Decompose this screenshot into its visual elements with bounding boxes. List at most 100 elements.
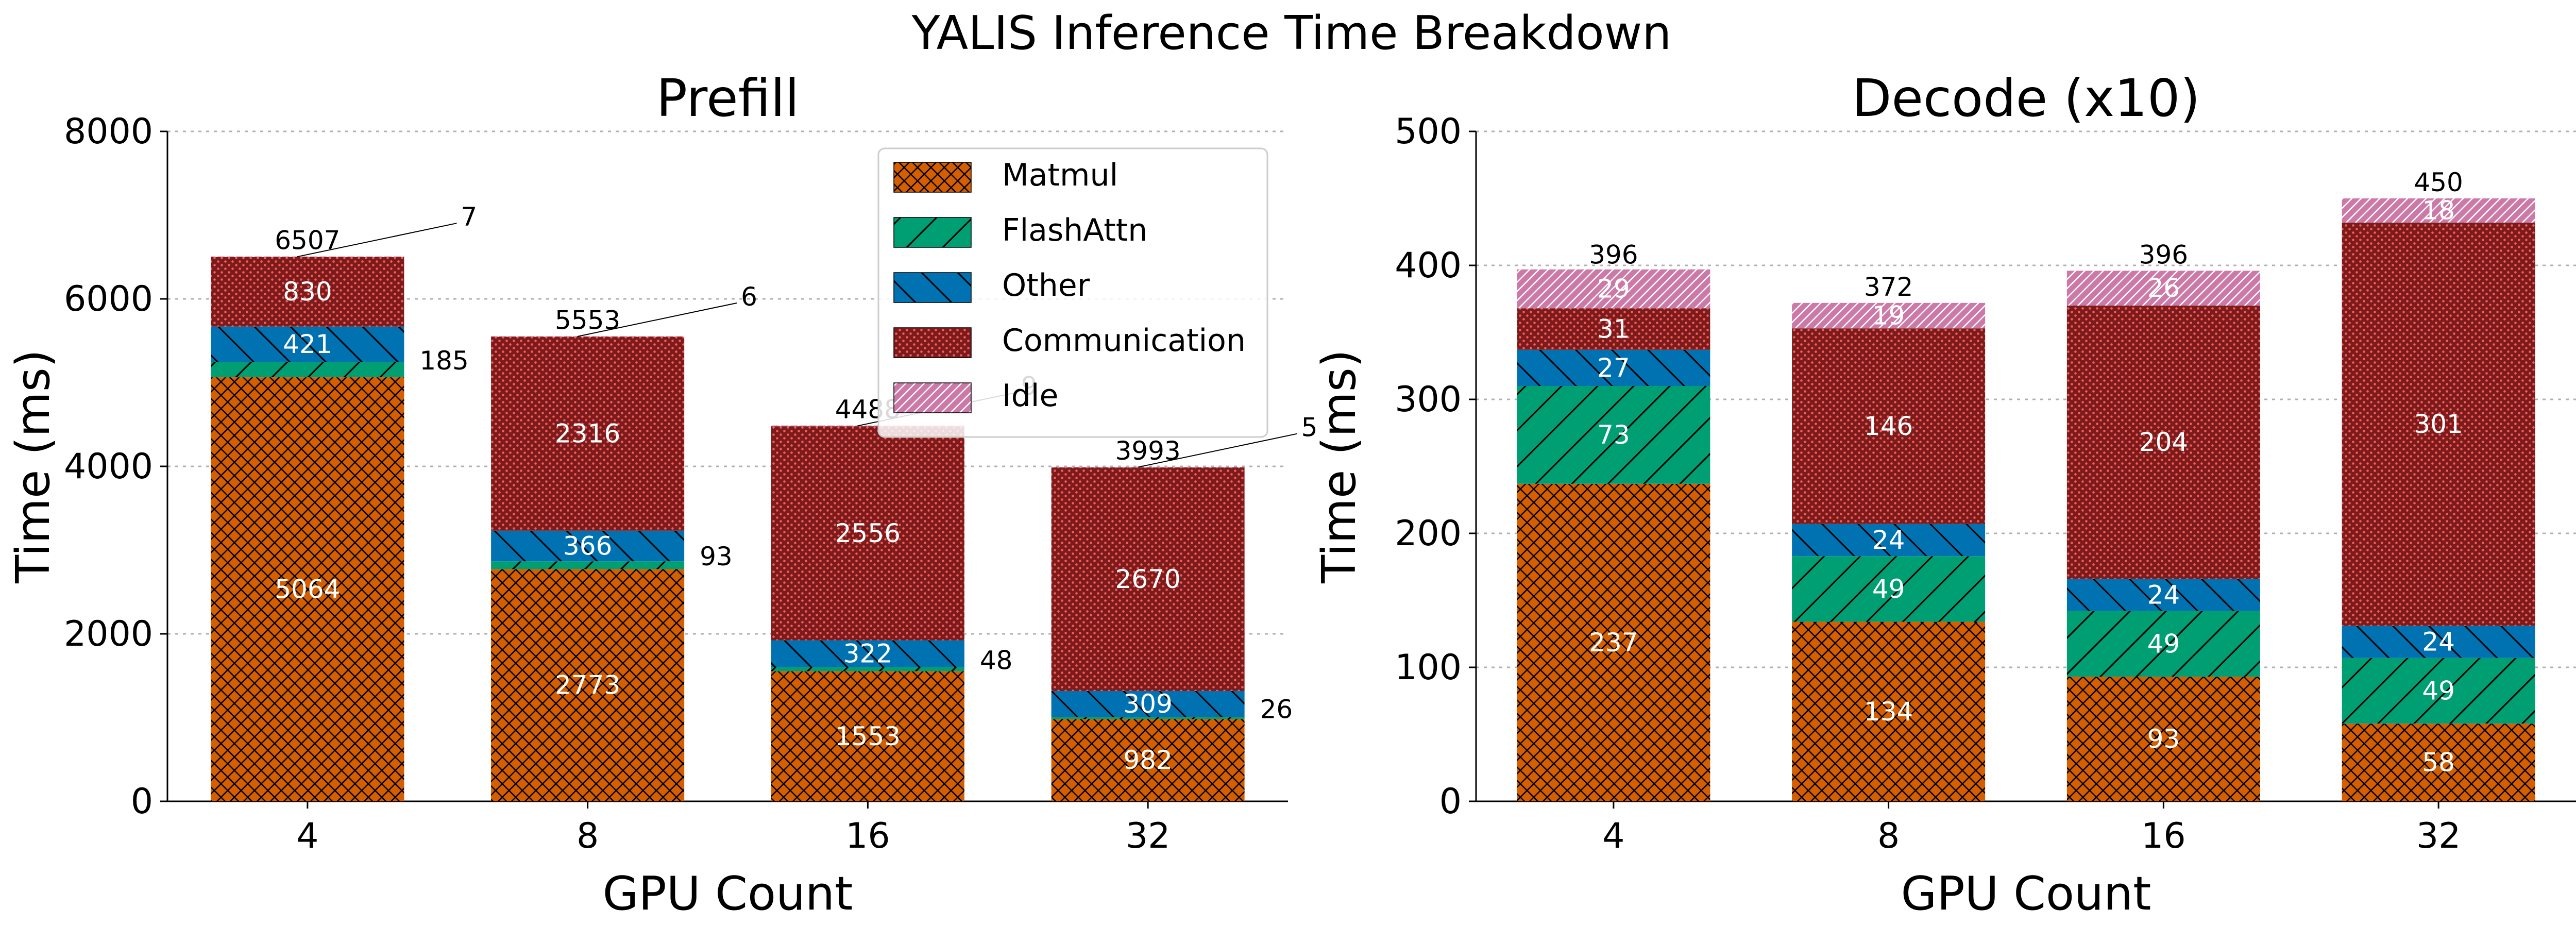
bar-flashattn-32 [1051, 717, 1245, 719]
segment-label: 5064 [275, 575, 340, 604]
panel-title: Decode (x10) [1852, 68, 2200, 128]
x-tick-label: 16 [845, 816, 890, 856]
x-tick-label: 16 [2141, 816, 2186, 856]
total-label: 396 [2139, 240, 2188, 270]
segment-label: 24 [1872, 525, 1905, 555]
y-tick-label: 300 [1395, 379, 1462, 420]
x-tick-label: 8 [1877, 816, 1900, 856]
bar-flashattn-8 [491, 561, 685, 569]
panel-title: Prefill [656, 68, 800, 128]
y-tick-label: 8000 [64, 111, 153, 152]
x-tick-label: 32 [2416, 816, 2461, 856]
total-label: 5553 [555, 306, 620, 335]
legend-label-communication: Communication [1002, 323, 1246, 359]
bar-idle-4 [1517, 269, 1710, 309]
segment-label: 146 [1864, 411, 1913, 441]
legend-swatch-communication [893, 327, 972, 358]
bar-matmul-8 [1792, 621, 1986, 801]
segment-label: 49 [1872, 574, 1905, 604]
outside-label: 185 [419, 346, 468, 376]
outside-label: 26 [1260, 694, 1293, 724]
bar-communication-8 [491, 337, 685, 531]
segment-label: 73 [1597, 420, 1630, 450]
bar-matmul-32 [2342, 724, 2535, 801]
label-leader [1137, 433, 1297, 468]
y-tick-label: 400 [1395, 245, 1462, 286]
legend: Matmul FlashAttn Other Communication Idle [877, 147, 1268, 438]
y-axis-label: Time (ms) [1312, 349, 1366, 584]
bar-flashattn-16 [2066, 611, 2260, 677]
outside-label: 7 [461, 202, 477, 232]
segment-label: 93 [2147, 724, 2180, 754]
segment-label: 2316 [555, 419, 620, 449]
outside-label: 5 [1301, 413, 1318, 443]
legend-label-idle: Idle [1002, 378, 1058, 414]
segment-label: 204 [2139, 427, 2188, 457]
y-tick-label: 500 [1395, 111, 1462, 152]
segment-label: 2670 [1115, 564, 1181, 594]
bar-idle-32 [2342, 198, 2535, 223]
decode-chart: 0 100 200 300 400 500 237 73 27 31 29 396 4 134 49 24 14… [1312, 68, 2576, 921]
segment-label: 309 [1123, 689, 1172, 719]
segment-label: 49 [2422, 676, 2455, 706]
segment-label: 18 [2422, 195, 2455, 225]
legend-swatch-idle [893, 382, 972, 413]
bar-other-16 [2066, 579, 2260, 611]
bar-matmul-4 [211, 377, 404, 801]
total-label: 396 [1589, 240, 1638, 270]
bar-matmul-16 [771, 671, 964, 801]
segment-label: 27 [1597, 353, 1630, 383]
x-axis-label: GPU Count [603, 867, 853, 921]
segment-label: 31 [1597, 314, 1630, 344]
segment-label: 24 [2147, 580, 2180, 610]
bar-communication-4 [1517, 308, 1710, 350]
bar-other-32 [2342, 626, 2535, 658]
segment-label: 322 [843, 639, 892, 669]
legend-swatch-matmul [893, 162, 972, 193]
x-tick-label: 8 [577, 816, 599, 856]
total-label: 6507 [275, 226, 340, 256]
label-leader [297, 223, 457, 258]
bar-idle-16 [2066, 271, 2260, 306]
legend-label-flashattn: FlashAttn [1002, 212, 1147, 248]
bar-flashattn-32 [2342, 658, 2535, 724]
bar-communication-8 [1792, 328, 1986, 524]
bar-other-8 [1792, 524, 1986, 557]
x-tick-label: 4 [296, 816, 318, 856]
bar-other-4 [211, 326, 404, 362]
y-axis-label: Time (ms) [6, 349, 60, 584]
x-tick-label: 4 [1602, 816, 1624, 856]
segment-label: 830 [283, 277, 332, 307]
legend-label-other: Other [1002, 267, 1090, 304]
label-leader [577, 302, 737, 337]
outside-label: 6 [741, 282, 757, 312]
segment-label: 29 [1597, 274, 1630, 304]
bar-other-8 [491, 530, 685, 562]
legend-label-matmul: Matmul [1002, 157, 1118, 193]
segment-label: 421 [283, 329, 332, 359]
outside-label: 48 [980, 646, 1013, 676]
bar-idle-8 [491, 336, 685, 337]
segment-label: 1553 [835, 721, 901, 751]
y-tick-label: 6000 [64, 279, 153, 319]
segment-label: 237 [1589, 628, 1638, 658]
bar-communication-32 [1051, 467, 1245, 691]
outside-label: 93 [700, 542, 733, 571]
segment-label: 58 [2422, 748, 2455, 778]
segment-label: 301 [2414, 409, 2463, 439]
segment-label: 2773 [555, 670, 620, 700]
segment-label: 982 [1123, 745, 1172, 775]
x-tick-label: 32 [1126, 816, 1171, 856]
legend-frame [877, 147, 1268, 438]
bar-flashattn-8 [1792, 556, 1986, 622]
segment-label: 2556 [835, 518, 901, 548]
legend-swatch-other [893, 272, 972, 303]
segment-label: 19 [1872, 301, 1905, 331]
y-tick-label: 2000 [64, 614, 153, 654]
total-label: 450 [2414, 167, 2463, 197]
x-axis-label: GPU Count [1901, 867, 2151, 921]
y-tick-label: 0 [1439, 781, 1462, 822]
segment-label: 26 [2147, 273, 2180, 303]
bar-flashattn-4 [1517, 386, 1710, 484]
total-label: 3993 [1115, 436, 1181, 466]
